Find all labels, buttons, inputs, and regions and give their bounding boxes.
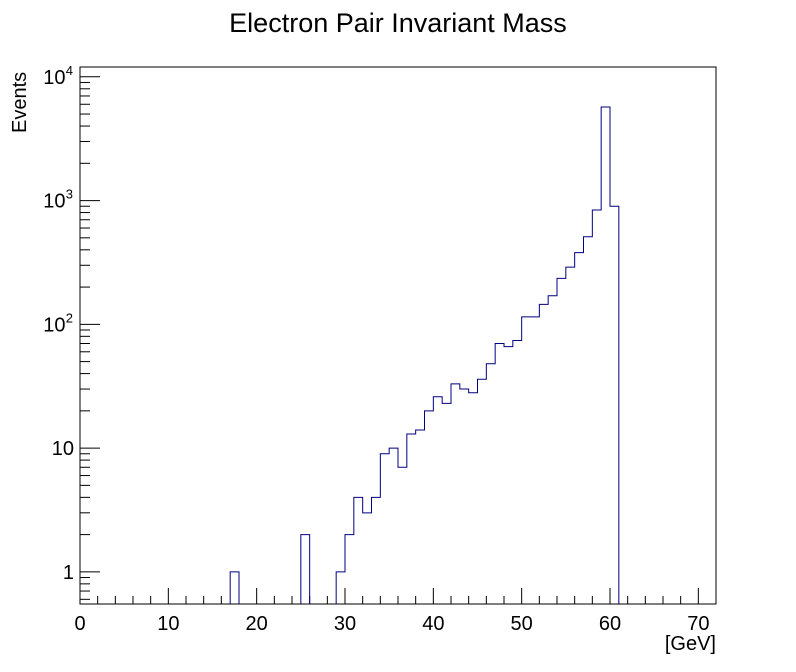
series-layer (229, 106, 620, 604)
y-tick-label: 10 (43, 191, 65, 213)
y-tick-label: 1 (63, 562, 74, 584)
histogram-step-line (300, 534, 311, 604)
x-tick-label: 30 (334, 613, 356, 635)
histogram-step-line (229, 571, 240, 604)
x-tick-label: 20 (246, 613, 268, 635)
x-tick-label: 0 (74, 613, 85, 635)
y-axis-label: Events (9, 72, 31, 133)
y-tick-label-exponent: 3 (66, 187, 73, 202)
x-axis: 0 10 20 30 40 50 60 70 (74, 588, 717, 635)
y-tick-label: 10 (43, 67, 65, 89)
plot-area-border (79, 66, 717, 605)
plot-frame (79, 66, 717, 605)
x-tick-label: 10 (157, 613, 179, 635)
x-tick-label: 40 (422, 613, 444, 635)
chart-title: Electron Pair Invariant Mass (229, 8, 567, 38)
x-tick-label: 50 (511, 613, 533, 635)
x-axis-label: [GeV] (665, 633, 716, 655)
histogram-step-line (335, 106, 620, 604)
x-tick-label: 70 (687, 613, 709, 635)
y-tick-label: 10 (52, 438, 74, 460)
x-tick-label: 60 (599, 613, 621, 635)
y-tick-label-exponent: 4 (66, 63, 73, 78)
y-tick-label-exponent: 2 (66, 310, 73, 325)
y-tick-label: 10 (43, 314, 65, 336)
